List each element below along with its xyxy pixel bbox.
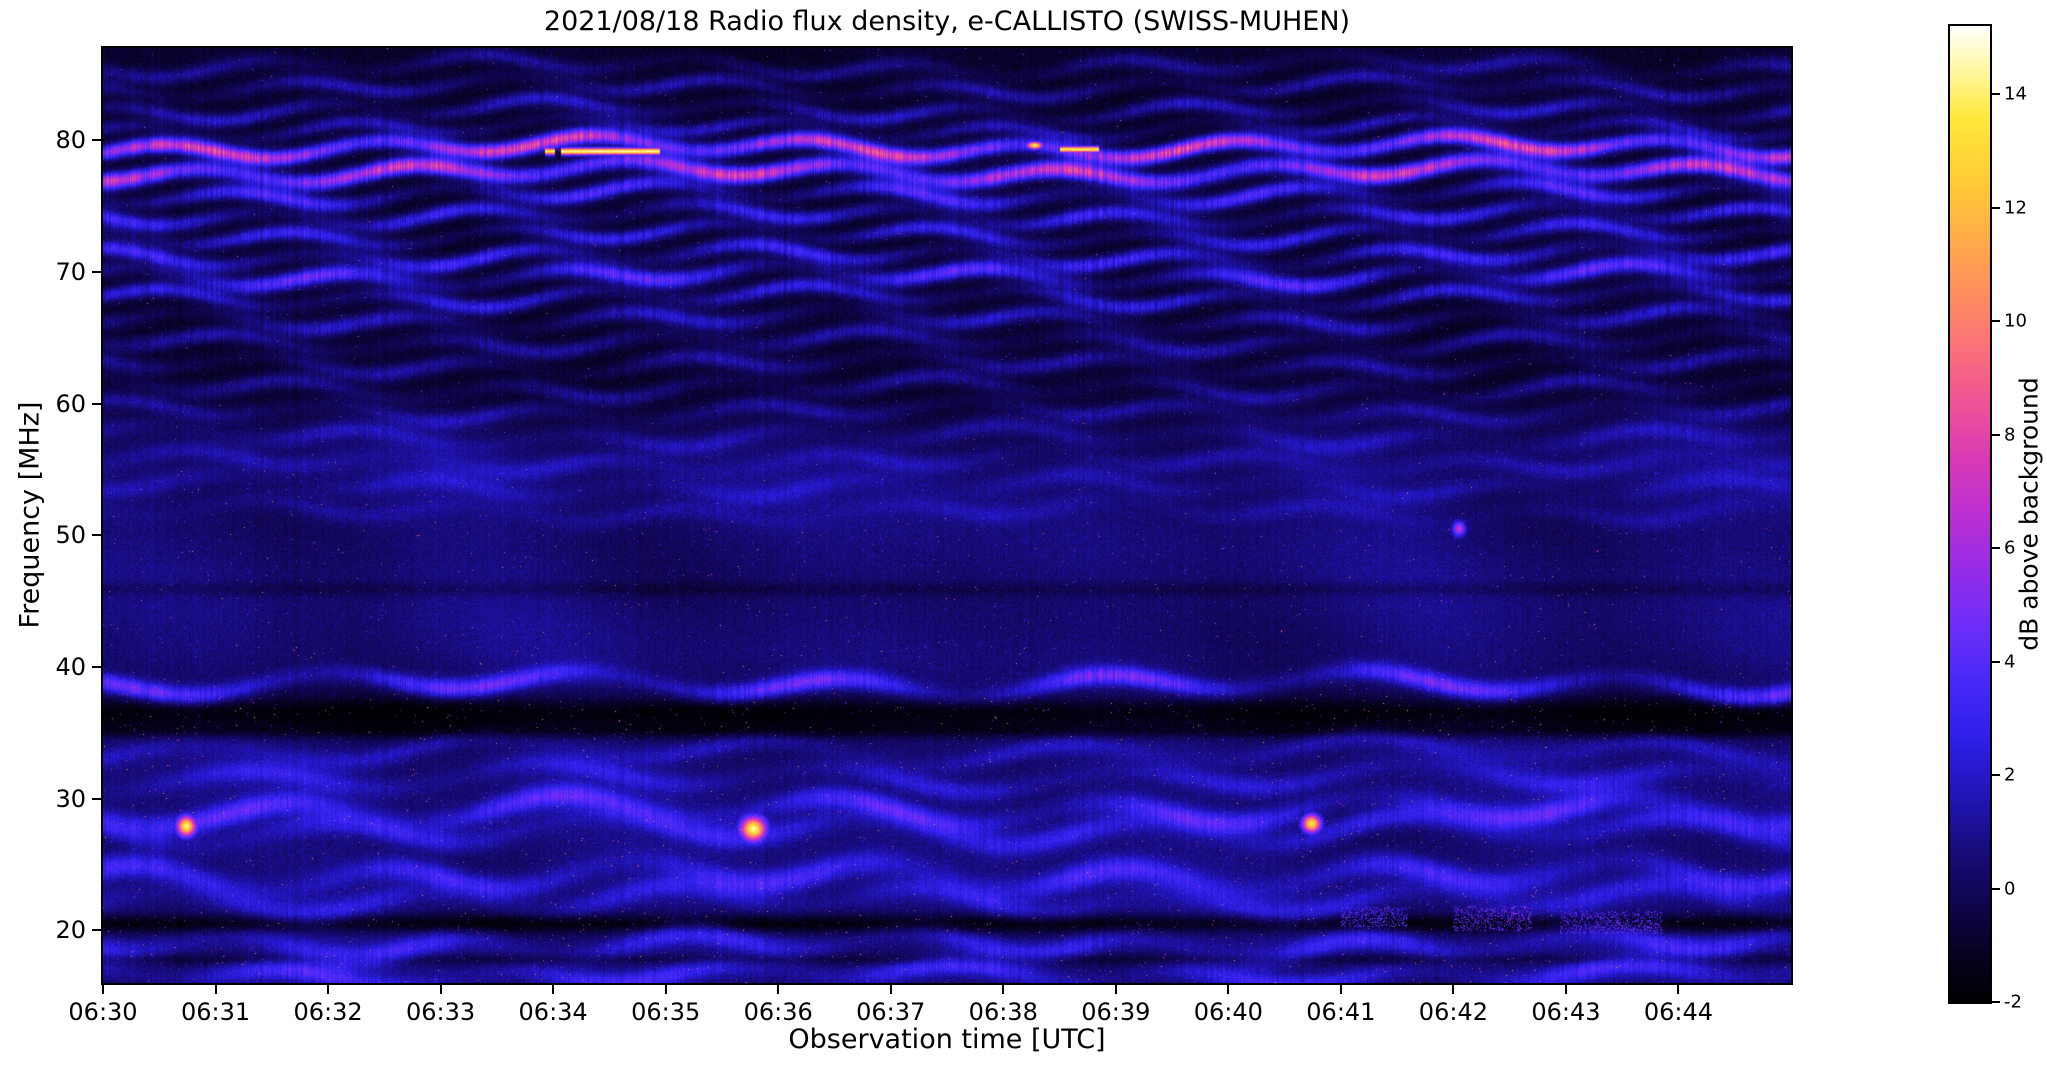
- colorbar-tick-mark: [1992, 1001, 2000, 1003]
- x-tick-mark: [1114, 985, 1117, 994]
- x-tick-label: 06:43: [1531, 998, 1601, 1026]
- x-tick-label: 06:35: [631, 998, 701, 1026]
- colorbar-tick-label: 2: [2004, 764, 2016, 786]
- y-tick-mark: [92, 797, 101, 800]
- colorbar-tick-mark: [1992, 433, 2000, 436]
- colorbar-tick-label: 8: [2004, 424, 2016, 446]
- colorbar-tick-label: 14: [2004, 83, 2027, 105]
- colorbar-canvas: [1950, 26, 1990, 1002]
- x-axis-label: Observation time [UTC]: [788, 1024, 1106, 1055]
- x-tick-mark: [1339, 985, 1342, 994]
- y-tick-mark: [92, 270, 101, 273]
- x-tick-mark: [214, 985, 217, 994]
- chart-title: 2021/08/18 Radio flux density, e-CALLIST…: [543, 6, 1351, 37]
- y-tick-mark: [92, 139, 101, 142]
- y-tick-mark: [92, 402, 101, 405]
- x-tick-label: 06:34: [518, 998, 588, 1026]
- y-tick-label: 30: [55, 784, 86, 813]
- x-tick-mark: [439, 985, 442, 994]
- colorbar-tick-label: 10: [2004, 310, 2027, 332]
- x-tick-label: 06:41: [1306, 998, 1376, 1026]
- x-tick-label: 06:37: [856, 998, 926, 1026]
- x-tick-mark: [552, 985, 555, 994]
- x-tick-mark: [327, 985, 330, 994]
- colorbar-tick-mark: [1992, 660, 2000, 663]
- colorbar-tick-mark: [1992, 774, 2000, 777]
- colorbar-tick-mark: [1992, 206, 2000, 209]
- x-tick-mark: [102, 985, 104, 994]
- colorbar-tick-label: -2: [2004, 991, 2022, 1013]
- x-tick-mark: [1677, 985, 1680, 994]
- y-tick-mark: [92, 665, 101, 668]
- colorbar-tick-mark: [1992, 93, 2000, 96]
- colorbar-tick-mark: [1992, 320, 2000, 323]
- colorbar-tick-label: 0: [2004, 878, 2016, 899]
- plot-frame: [101, 46, 1793, 985]
- colorbar-tick-label: 4: [2004, 651, 2016, 673]
- x-tick-label: 06:30: [68, 998, 138, 1026]
- x-tick-label: 06:33: [406, 998, 476, 1026]
- x-tick-mark: [889, 985, 892, 994]
- x-tick-label: 06:32: [293, 998, 363, 1026]
- y-tick-label: 80: [55, 126, 86, 155]
- colorbar-tick-label: 6: [2004, 537, 2016, 559]
- y-tick-mark: [92, 929, 101, 932]
- x-tick-mark: [1227, 985, 1230, 994]
- x-tick-label: 06:40: [1193, 998, 1263, 1026]
- x-tick-label: 06:44: [1643, 998, 1714, 1026]
- y-axis-label: Frequency [MHz]: [14, 401, 46, 629]
- y-tick-label: 40: [55, 652, 86, 681]
- colorbar-tick-mark: [1992, 547, 2000, 550]
- y-tick-label: 50: [55, 521, 86, 550]
- y-tick-label: 70: [55, 257, 86, 286]
- x-tick-mark: [777, 985, 780, 994]
- x-tick-mark: [1452, 985, 1455, 994]
- y-tick-mark: [92, 534, 101, 537]
- x-tick-mark: [1564, 985, 1567, 994]
- colorbar-tick-label: 12: [2004, 197, 2027, 219]
- spectrogram-canvas: [103, 48, 1791, 983]
- x-tick-label: 06:31: [180, 998, 251, 1026]
- y-tick-label: 60: [55, 389, 86, 418]
- x-tick-mark: [1002, 985, 1005, 994]
- x-tick-label: 06:42: [1418, 998, 1488, 1026]
- colorbar-tick-mark: [1992, 887, 2000, 890]
- x-tick-mark: [664, 985, 667, 994]
- x-tick-label: 06:39: [1081, 998, 1151, 1026]
- colorbar-frame: [1948, 24, 1992, 1004]
- colorbar-label: dB above background: [2014, 377, 2044, 651]
- x-tick-label: 06:36: [743, 998, 813, 1026]
- y-tick-label: 20: [55, 916, 86, 945]
- x-tick-label: 06:38: [968, 998, 1038, 1026]
